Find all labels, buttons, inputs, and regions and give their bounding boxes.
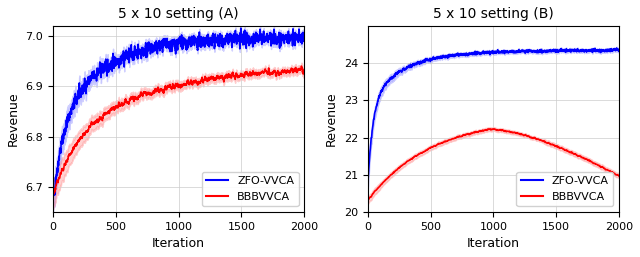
Title: 5 x 10 setting (A): 5 x 10 setting (A) [118, 7, 239, 21]
Y-axis label: Revenue: Revenue [7, 92, 20, 146]
X-axis label: Iteration: Iteration [152, 237, 205, 250]
X-axis label: Iteration: Iteration [467, 237, 520, 250]
Title: 5 x 10 setting (B): 5 x 10 setting (B) [433, 7, 554, 21]
Y-axis label: Revenue: Revenue [325, 92, 338, 146]
Legend: ZFO-VVCA, BBBVVCA: ZFO-VVCA, BBBVVCA [202, 172, 299, 206]
Legend: ZFO-VVCA, BBBVVCA: ZFO-VVCA, BBBVVCA [516, 172, 613, 206]
